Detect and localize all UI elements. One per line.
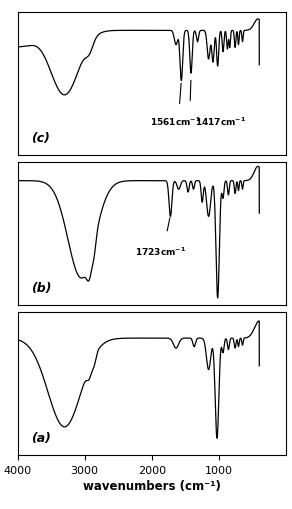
Text: $\mathbf{1723cm^{-1}}$: $\mathbf{1723cm^{-1}}$: [135, 245, 186, 258]
Text: (a): (a): [31, 431, 51, 444]
Text: (c): (c): [31, 131, 50, 144]
X-axis label: wavenumbers (cm⁻¹): wavenumbers (cm⁻¹): [83, 479, 221, 492]
Text: $\mathbf{1561cm^{-1}}$: $\mathbf{1561cm^{-1}}$: [150, 116, 201, 128]
Text: (b): (b): [31, 281, 51, 294]
Text: $\mathbf{1417cm^{-1}}$: $\mathbf{1417cm^{-1}}$: [195, 116, 246, 128]
